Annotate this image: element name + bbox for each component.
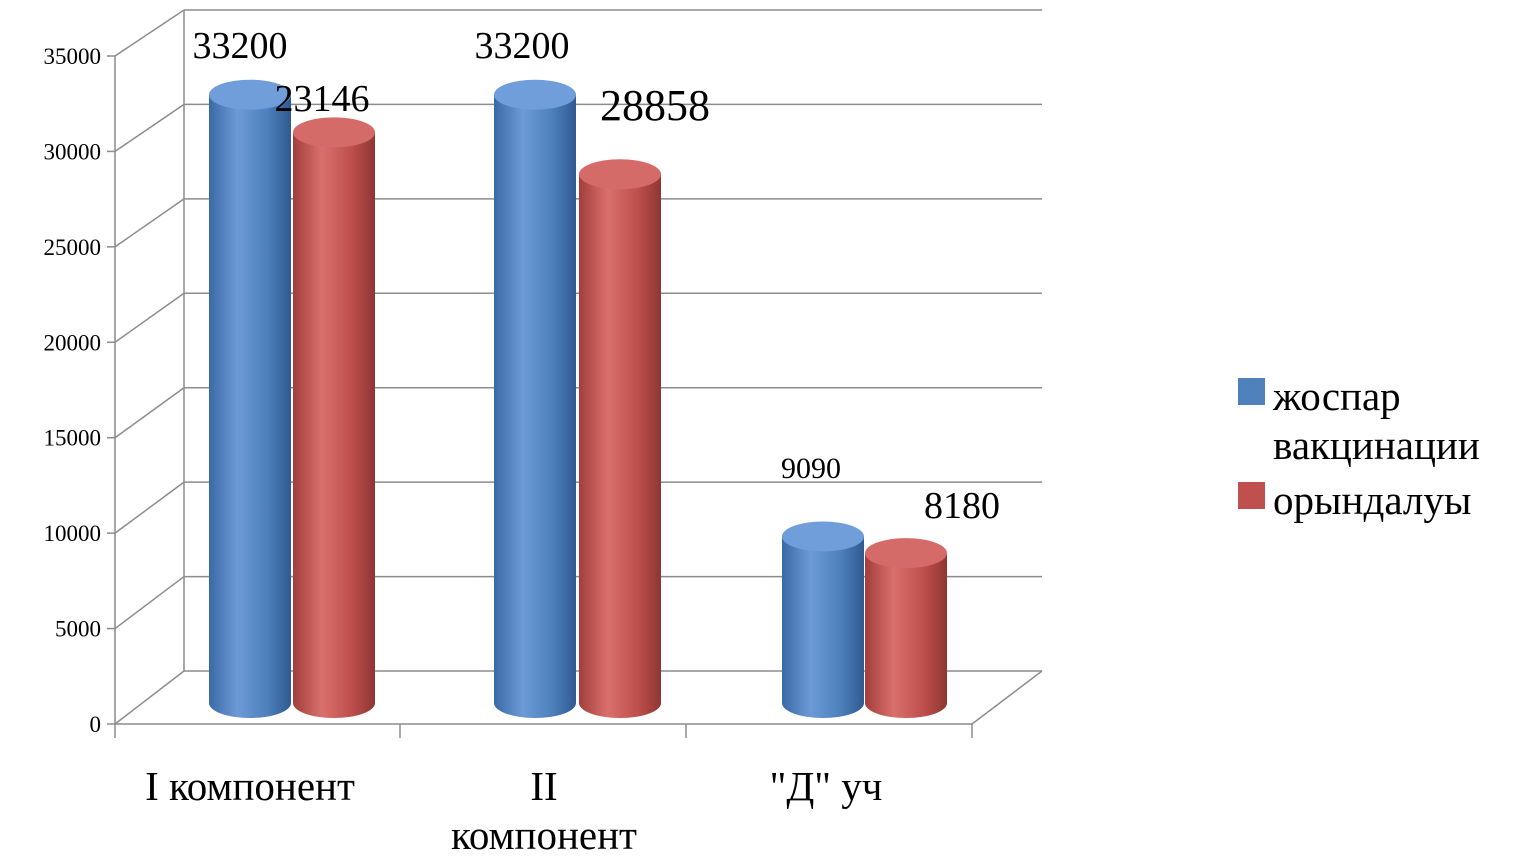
gridline-side [114, 481, 185, 534]
gridline-side [114, 292, 185, 343]
y-tick-label: 5000 [55, 617, 101, 642]
gridline-side [114, 670, 185, 725]
legend-item-plan: жоспар вакцинации [1238, 372, 1523, 470]
gridline-side [114, 198, 185, 248]
bars [209, 79, 947, 718]
bar-body [865, 553, 947, 718]
bar-top [579, 159, 661, 190]
bar [209, 79, 291, 718]
bar-body [782, 536, 864, 718]
bar [293, 117, 375, 718]
x-tick-label: "Д" уч [770, 763, 883, 809]
data-label: 9090 [781, 452, 841, 485]
y-tick-label: 15000 [44, 426, 102, 451]
legend-label-plan: жоспар вакцинации [1273, 373, 1480, 468]
legend-swatch-done [1238, 482, 1265, 509]
y-tick-label: 30000 [44, 139, 102, 164]
bar-top [209, 79, 291, 110]
x-tick-label: II компонент [451, 763, 637, 858]
gridline-side [114, 387, 185, 439]
bar-top [865, 538, 947, 569]
data-label: 28858 [600, 81, 710, 130]
bar-top [494, 79, 576, 110]
data-label: 33200 [193, 25, 288, 67]
y-tick-label: 20000 [44, 330, 102, 355]
legend-label-done: орындалуы [1273, 477, 1472, 523]
legend: жоспар вакцинации орындалуы [1238, 372, 1523, 531]
legend-item-done: орындалуы [1238, 476, 1523, 525]
y-tick-label: 0 [90, 712, 102, 737]
gridline-side [114, 9, 185, 57]
bar [782, 521, 864, 718]
x-tick-label: I компонент [145, 763, 355, 809]
bar-body [209, 94, 291, 718]
bar [579, 159, 661, 718]
bar-body [579, 174, 661, 718]
y-tick-label: 35000 [44, 44, 102, 69]
data-labels: 33200 33200 9090 23146 28858 8180 [193, 25, 1001, 527]
axes: 0 5000 10000 15000 20000 25000 30000 35000 I ком… [44, 44, 1043, 858]
data-label: 23146 [275, 78, 370, 120]
bar-body [293, 132, 375, 718]
gridline-side [114, 103, 185, 153]
data-label: 8180 [924, 485, 1000, 527]
gridline-side [114, 575, 185, 630]
y-tick-label: 10000 [44, 521, 102, 546]
data-label: 33200 [475, 25, 570, 67]
bar [494, 79, 576, 718]
legend-swatch-plan [1238, 378, 1265, 405]
y-tick-label: 25000 [44, 235, 102, 260]
bar-body [494, 94, 576, 718]
bar [865, 538, 947, 718]
floor-right-edge [971, 670, 1043, 725]
bar-top [293, 117, 375, 148]
bar-top [782, 521, 864, 552]
